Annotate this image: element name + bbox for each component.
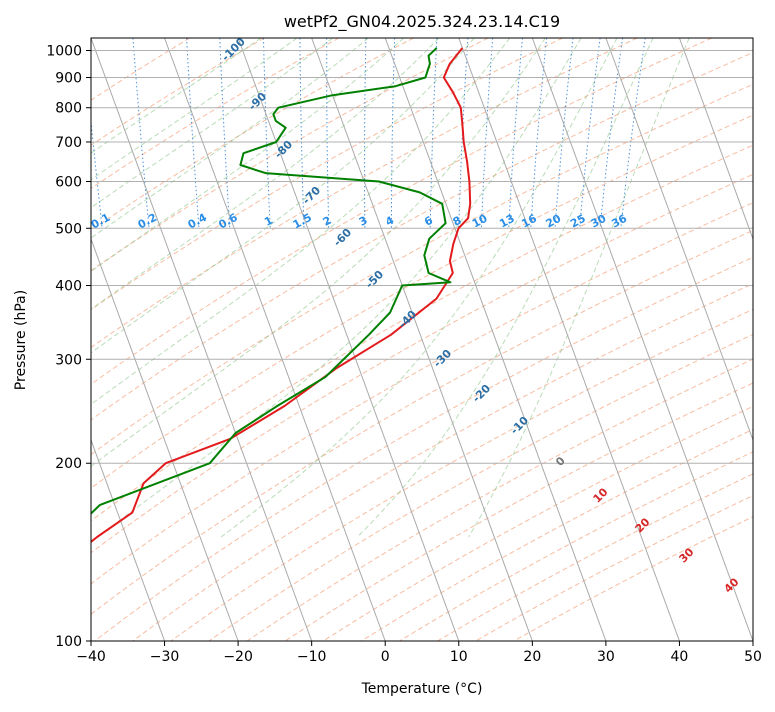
chart-title: wetPf2_GN04.2025.324.23.14.C19 [284, 12, 560, 32]
isotherm-label: -90 [246, 90, 269, 113]
y-tick-label: 700 [55, 135, 82, 151]
mixing-ratio-line [83, 38, 102, 228]
mixing-ratio-label: 13 [497, 212, 517, 231]
x-tick-label: 40 [671, 649, 689, 665]
dry-adiabat [0, 38, 563, 641]
mixing-ratio-line [327, 38, 329, 228]
dry-adiabat [399, 38, 775, 641]
mixing-ratio-label: 6 [422, 213, 435, 228]
isotherm-label: 40 [722, 575, 742, 595]
isotherm-label: -30 [431, 347, 454, 370]
isotherm [91, 38, 312, 641]
mixing-ratio-line [600, 38, 623, 228]
isotherm-label: 20 [633, 515, 653, 535]
mixing-ratio-line [220, 38, 230, 228]
moist-adiabat [0, 38, 297, 537]
moist-adiabat [1, 38, 545, 537]
x-tick-label: 30 [597, 649, 615, 665]
isotherm [753, 38, 775, 641]
isotherm-label: -50 [363, 268, 386, 291]
x-tick-label: −40 [76, 649, 106, 665]
mixing-ratio-label: 3 [357, 214, 370, 229]
x-tick-label: 10 [450, 649, 468, 665]
moist-adiabat [0, 38, 261, 537]
isotherm-label: 30 [677, 545, 697, 565]
dry-adiabat [0, 38, 712, 641]
dry-adiabat [57, 38, 775, 641]
mixing-ratio-line [531, 38, 547, 228]
dry-adiabat [0, 38, 775, 641]
y-tick-label: 900 [55, 71, 82, 87]
y-tick-label: 200 [55, 456, 82, 472]
dry-adiabat [323, 38, 775, 641]
dry-adiabat [514, 38, 775, 641]
y-tick-label: 800 [55, 101, 82, 117]
mixing-ratio-line [580, 38, 601, 228]
mixing-ratio-label: 10 [470, 212, 490, 231]
isotherm-label: 10 [591, 485, 611, 505]
x-axis-label: Temperature (°C) [361, 681, 483, 697]
dry-adiabat [0, 38, 775, 641]
isotherm [238, 38, 459, 641]
isotherm [385, 38, 606, 641]
y-tick-label: 100 [55, 634, 82, 650]
x-tick-label: −30 [150, 649, 180, 665]
y-axis-label: Pressure (hPa) [13, 290, 29, 390]
dry-adiabat [285, 38, 775, 641]
dry-adiabat [0, 38, 264, 641]
dry-adiabat [438, 38, 775, 641]
isotherm-label: -60 [331, 226, 354, 249]
dry-adiabat [0, 38, 775, 641]
moist-adiabat [469, 38, 690, 537]
isotherm-label: 0 [553, 454, 568, 469]
mixing-ratio-label: 1 [262, 214, 275, 229]
isotherm-label: -20 [470, 382, 493, 405]
y-tick-label: 500 [55, 221, 82, 237]
mixing-ratio-label: 20 [544, 212, 564, 231]
dry-adiabat [0, 38, 775, 641]
isotherm [679, 38, 775, 641]
y-tick-label: 600 [55, 175, 82, 191]
dry-adiabat [0, 38, 488, 641]
y-tick-label: 300 [55, 352, 82, 368]
isotherm-label: -70 [300, 184, 323, 207]
mixing-ratio-line [187, 38, 199, 228]
x-tick-label: −10 [297, 649, 327, 665]
isotherm [312, 38, 533, 641]
background-lines [0, 38, 775, 641]
y-tick-label: 400 [55, 278, 82, 294]
mixing-ratio-label: 16 [519, 212, 539, 231]
dry-adiabat [0, 38, 775, 641]
mixing-ratio-label: 30 [589, 212, 609, 231]
x-tick-label: 0 [381, 649, 390, 665]
y-tick-label: 1000 [46, 44, 82, 60]
x-tick-label: 20 [523, 649, 541, 665]
mixing-ratio-line [264, 38, 271, 228]
isotherm-label: -10 [508, 414, 531, 437]
isotherm [459, 38, 680, 641]
mixing-ratio-line [365, 38, 366, 228]
x-tick-label: −20 [223, 649, 253, 665]
dry-adiabat [0, 38, 339, 641]
mixing-ratio-label: 4 [383, 213, 396, 228]
mixing-ratio-line [391, 38, 394, 228]
mixing-ratio-line [621, 38, 646, 228]
dry-adiabat [247, 38, 775, 641]
x-tick-label: 50 [744, 649, 762, 665]
